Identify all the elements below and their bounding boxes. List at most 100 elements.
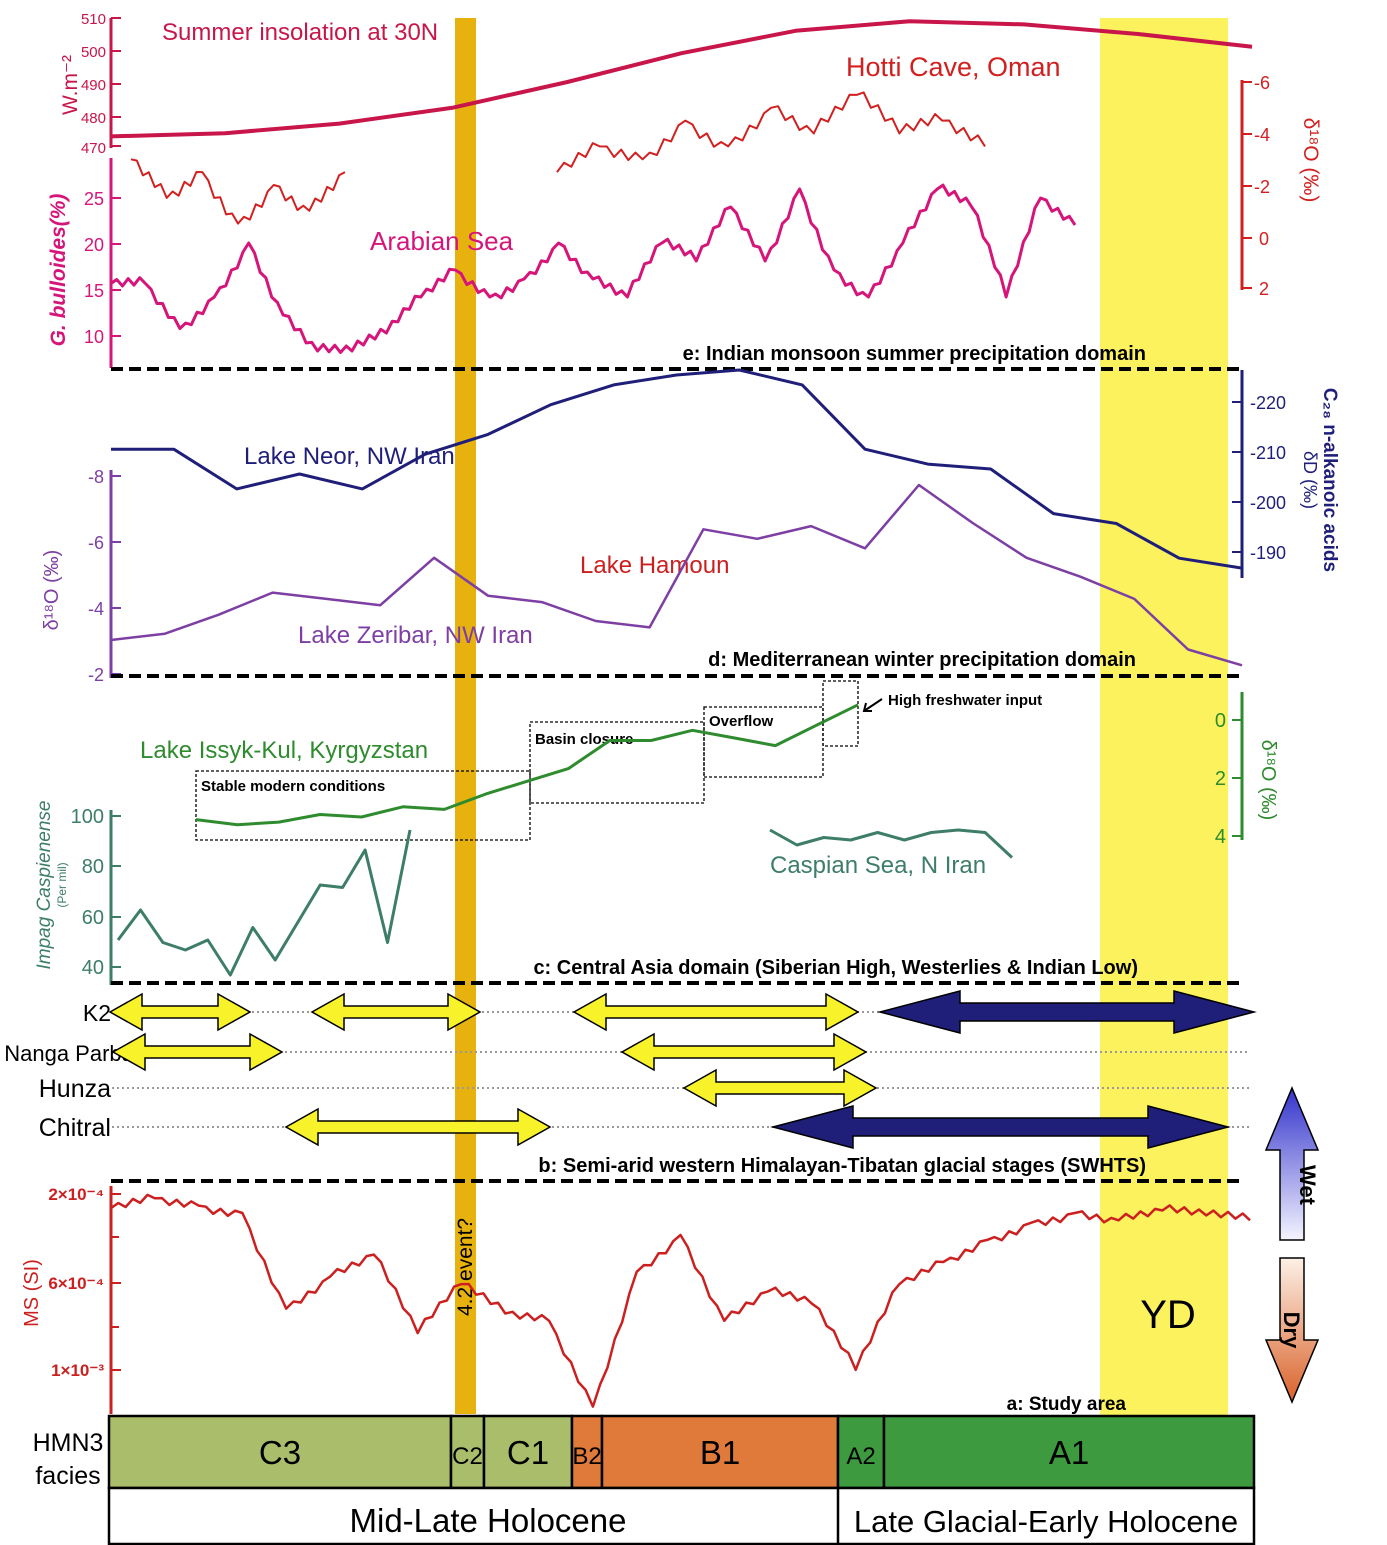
freshwater-pointer [862,698,883,712]
box-label-basin: Basin closure [535,731,633,748]
facies-unit [882,1414,1256,1490]
hotti-line [556,91,986,173]
caspian-tick: 100 [71,806,104,828]
box-basin-closure [529,721,705,804]
dry-label: Dry [1279,1312,1304,1349]
issyk-tick: 2 [1215,768,1226,790]
insolation-ticks [111,17,121,147]
glacial-stage-arrow-icon [572,992,860,1032]
insolation-tick: 490 [81,77,106,94]
box-overflow [703,706,824,778]
facies-unit-label: B2 [572,1443,601,1470]
box-label-stable: Stable modern conditions [201,778,385,795]
neor-axis-label-1: δD (‰) [1300,451,1320,509]
caspian-tick: 40 [82,957,104,979]
facies-unit-label: C1 [507,1434,549,1471]
site-label-k2: K2 [83,1000,111,1026]
hotti-tick: -4 [1254,125,1270,145]
wet-arrow-icon: Wet [1264,1086,1320,1241]
caspian-line [116,829,412,977]
box-stable-modern [195,770,531,841]
facies-row-label-2: facies [35,1462,100,1490]
issyk-tick: 0 [1215,710,1226,732]
neor-tick: -200 [1250,493,1286,513]
facies-unit [600,1414,840,1490]
facies-strip: C3 C2 C1 B2 B1 A2 A1 HMN3 facies Mid-Late Holo… [33,1414,1256,1545]
event-label: 4.2 event? [454,1218,477,1316]
dry-arrow-icon: Dry [1264,1257,1320,1404]
insolation-tick: 500 [81,44,106,61]
hotti-tick: -6 [1254,73,1270,93]
neor-tick: -220 [1250,393,1286,413]
arabian-label: Arabian Sea [370,226,514,256]
facies-unit-label: C3 [259,1434,301,1471]
period-label-mid-late: Mid-Late Holocene [350,1502,627,1539]
yd-band [1100,18,1228,1416]
insolation-axis-label: W.m⁻² [59,55,82,115]
zeribar-axis-label: δ¹⁸O (‰) [41,550,63,631]
hamoun-label: Lake Hamoun [580,552,729,579]
yd-label: YD [1140,1293,1196,1337]
period-box [107,1486,1256,1545]
facies-row-label-1: HMN3 [33,1429,104,1457]
glacial-stage-arrow-icon [284,1107,552,1147]
box-label-overflow: Overflow [709,713,774,730]
ms-tick: 6×10⁻⁴ [48,1274,104,1293]
glacial-stage-arrow-icon [310,992,482,1032]
zeribar-tick: -4 [88,599,104,619]
neor-axis-label-2: C₂₈ n-alkanoic acids [1319,388,1340,572]
facies-unit-label: A2 [846,1443,875,1470]
panel-c: 0 2 4 δ¹⁸O (‰) Lake Issyk-Kul, Kyrgyzsta… [34,680,1279,985]
insolation-tick: 510 [81,11,106,28]
caspian-line [769,828,1014,859]
hotti-label: Hotti Cave, Oman [846,52,1061,82]
issyk-axis-label: δ¹⁸O (‰) [1257,740,1279,821]
panel-a: 2×10⁻⁴ 6×10⁻⁴ 1×10⁻³ MS (SI) Lake Hamoun… [21,552,1196,1415]
facies-unit-label: B1 [700,1434,740,1471]
neor-tick: -210 [1250,443,1286,463]
freshwater-label: High freshwater input [888,692,1042,709]
caspian-tick: 80 [82,856,104,878]
facies-unit-label: A1 [1049,1434,1089,1471]
ms-tick: 1×10⁻³ [51,1361,104,1380]
caspian-tick: 60 [82,907,104,929]
period-label-late-glacial: Late Glacial-Early Holocene [854,1504,1238,1539]
facies-unit [449,1414,486,1490]
issyk-line [195,703,859,827]
glacial-stage-arrow-icon [682,1068,878,1108]
study-area-label: a: Study area [1007,1394,1127,1415]
ms-axis-label: MS (SI) [21,1259,43,1327]
caspian-axis-label: Impag Caspienense [34,801,55,970]
panel-d: -8 -6 -4 -2 δ¹⁸O (‰) -220 -210 -200 -190… [41,370,1340,685]
hotti-tick: -2 [1254,177,1270,197]
glacial-stage-arrow-icon [770,1105,1231,1149]
ms-tick: 2×10⁻⁴ [48,1185,104,1204]
site-label-hunza: Hunza [39,1075,111,1103]
hotti-tick: 2 [1259,279,1269,299]
site-label-chitral: Chitral [39,1114,111,1142]
glacial-stage-arrow-icon [111,1032,284,1072]
insolation-line [110,19,1253,139]
insolation-tick: 470 [81,140,106,157]
arabian-tick: 20 [84,235,104,255]
issyk-tick: 4 [1215,826,1226,848]
facies-unit [836,1414,886,1490]
hotti-axis-label: δ¹⁸O (‰) [1299,118,1322,203]
box-freshwater [822,680,859,747]
neor-line [111,368,1243,570]
neor-tick: -190 [1250,543,1286,563]
facies-unit-label: C2 [452,1443,483,1470]
zeribar-tick: -2 [88,665,104,685]
arabian-tick: 10 [84,327,104,347]
wet-label: Wet [1295,1165,1320,1206]
glacial-stage-arrow-icon [108,992,252,1032]
zeribar-tick: -6 [88,533,104,553]
facies-unit [107,1414,453,1490]
glacial-stage-arrow-icon [877,990,1257,1034]
zeribar-tick: -8 [88,467,104,487]
arabian-tick: 25 [84,189,104,209]
insolation-tick: 480 [81,110,106,127]
panel-b: K2 Nanga Parbat Hunza Chitral b: Semi-ar… [4,990,1320,1404]
zeribar-label: Lake Zeribar, NW Iran [298,622,533,649]
